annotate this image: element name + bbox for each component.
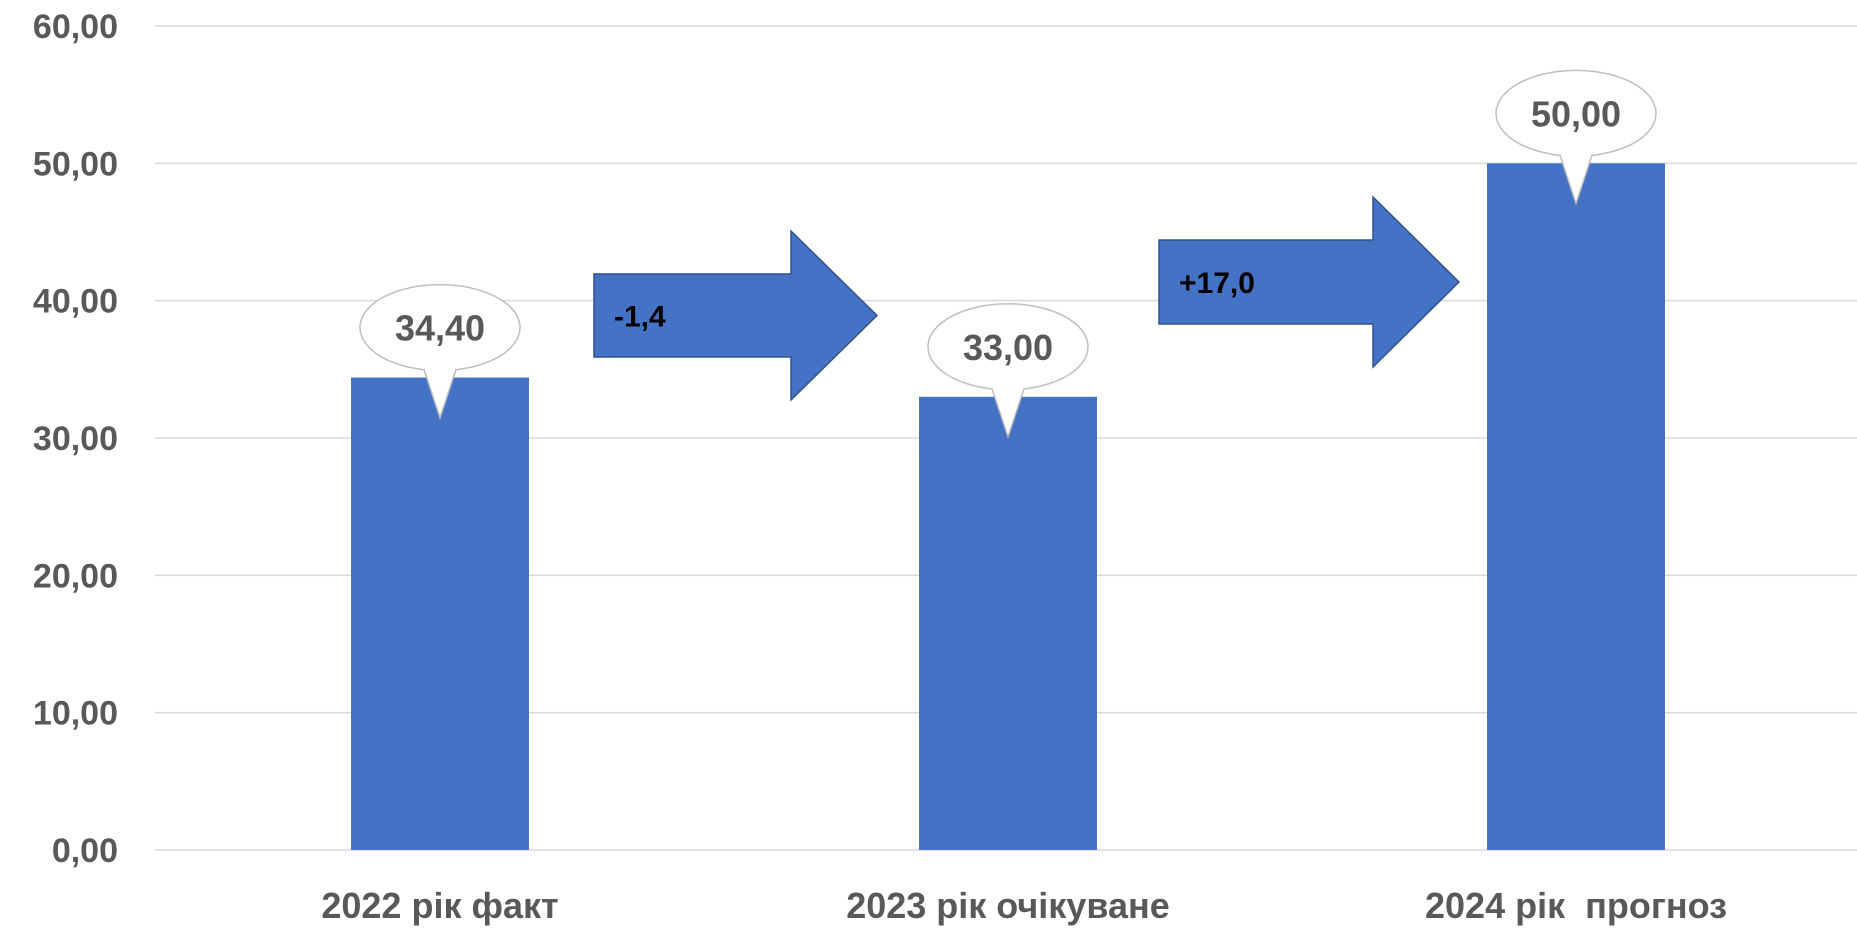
change-arrow: +17,0: [1158, 195, 1461, 369]
data-label-callout: 33,00: [927, 303, 1089, 440]
bars: [351, 163, 1665, 851]
callout-bubble: [359, 283, 521, 420]
arrow-shape: [593, 229, 879, 402]
change-annotation-label: +17,0: [1179, 267, 1255, 300]
data-label: 33,00: [963, 327, 1053, 368]
data-label: 34,40: [395, 308, 485, 349]
data-label-callouts: 34,40 33,00 50,00: [359, 69, 1657, 440]
bar: [351, 377, 529, 850]
x-tick-label: 2023 рік очікуване: [846, 885, 1170, 926]
callout-bubble: [927, 303, 1089, 440]
y-tick-label: 0,00: [52, 832, 118, 870]
data-label-callout: 34,40: [359, 283, 521, 420]
y-tick-label: 60,00: [33, 8, 118, 46]
callout-bubble: [1495, 69, 1657, 206]
x-axis-labels: 2022 рік факт 2023 рік очікуване 2024 рік …: [321, 885, 1727, 926]
data-label: 50,00: [1531, 93, 1621, 134]
x-tick-label: 2024 рік прогноз: [1425, 885, 1727, 926]
y-axis-ticks: 0,00 10,00 20,00 30,00 40,00 50,00 60,00: [33, 8, 118, 870]
change-arrows: -1,4 +17,0: [593, 195, 1461, 402]
data-label-callout: 50,00: [1495, 69, 1657, 206]
x-tick-label: 2022 рік факт: [321, 885, 558, 926]
bar: [1487, 163, 1665, 851]
arrow-shape: [1158, 195, 1461, 369]
y-tick-label: 10,00: [33, 695, 118, 733]
y-tick-label: 50,00: [33, 145, 118, 183]
y-tick-label: 30,00: [33, 420, 118, 458]
y-tick-label: 20,00: [33, 557, 118, 595]
bar: [919, 396, 1097, 850]
y-tick-label: 40,00: [33, 283, 118, 321]
change-arrow: -1,4: [593, 229, 879, 402]
change-annotation-label: -1,4: [614, 301, 666, 334]
